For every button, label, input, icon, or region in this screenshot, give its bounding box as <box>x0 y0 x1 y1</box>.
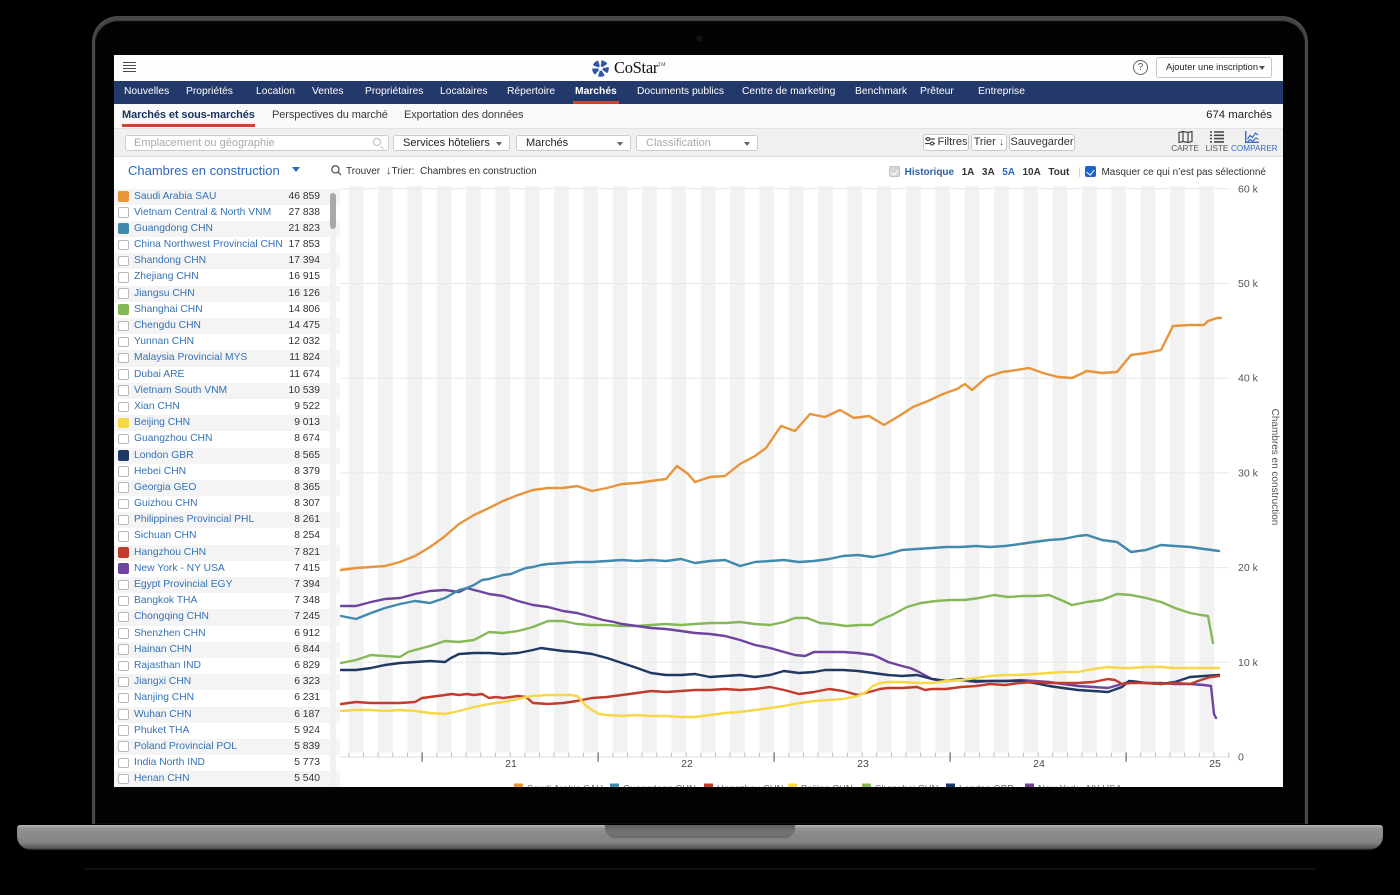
svg-text:Hangzhou CHN: Hangzhou CHN <box>717 784 784 788</box>
svg-text:Guangdong CHN: Guangdong CHN <box>623 784 696 788</box>
svg-text:Chambres en construction: Chambres en construction <box>1269 409 1280 526</box>
svg-text:20 k: 20 k <box>1238 562 1259 574</box>
svg-text:40 k: 40 k <box>1238 373 1259 385</box>
svg-text:Beijing CHN: Beijing CHN <box>801 784 853 788</box>
svg-text:25: 25 <box>1209 758 1221 770</box>
svg-text:23: 23 <box>857 758 869 770</box>
svg-text:London GBR: London GBR <box>959 784 1014 788</box>
svg-text:60 k: 60 k <box>1238 183 1259 195</box>
svg-text:50 k: 50 k <box>1238 278 1259 290</box>
svg-text:Shanghai CHN: Shanghai CHN <box>875 784 939 788</box>
svg-text:24: 24 <box>1033 758 1045 770</box>
svg-text:30 k: 30 k <box>1238 467 1259 479</box>
svg-text:Saudi Arabia SAU: Saudi Arabia SAU <box>527 784 603 788</box>
svg-text:New York - NY USA: New York - NY USA <box>1038 784 1122 788</box>
svg-text:10 k: 10 k <box>1238 657 1259 669</box>
svg-text:22: 22 <box>681 758 693 770</box>
svg-text:21: 21 <box>505 758 517 770</box>
svg-text:0: 0 <box>1238 752 1244 764</box>
